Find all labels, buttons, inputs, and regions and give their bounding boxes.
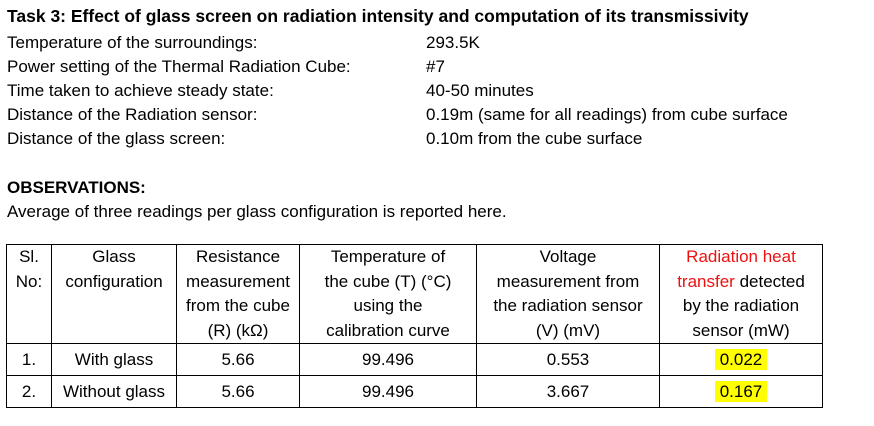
cell-radiation: 0.022 [659, 343, 823, 376]
cell-voltage: 3.667 [476, 375, 660, 408]
header-radiation-heat-transfer: Radiation heat transfer detected by the … [659, 244, 823, 344]
header-sl-no: Sl. No: [6, 244, 52, 344]
table-row: 2. Without glass 5.66 99.496 3.667 0.167 [6, 375, 823, 408]
highlighted-value: 0.022 [714, 348, 768, 370]
cell-glass-configuration: Without glass [51, 375, 177, 408]
info-label: Distance of the Radiation sensor: [7, 105, 258, 124]
header-radiation-red-text: transfer [677, 271, 735, 291]
observations-table: Sl. No: Glass configuration Resistance m… [6, 244, 823, 408]
info-value: #7 [426, 57, 445, 76]
cell-glass-configuration: With glass [51, 343, 177, 376]
observations-heading: OBSERVATIONS: [7, 178, 146, 197]
page-title: Task 3: Effect of glass screen on radiat… [7, 6, 749, 26]
info-label: Distance of the glass screen: [7, 129, 226, 148]
header-temperature: Temperature of the cube (T) (°C) using t… [299, 244, 477, 344]
header-voltage: Voltage measurement from the radiation s… [476, 244, 660, 344]
cell-resistance: 5.66 [176, 343, 300, 376]
header-glass-configuration: Glass configuration [51, 244, 177, 344]
cell-sl-no: 1. [6, 343, 52, 376]
cell-sl-no: 2. [6, 375, 52, 408]
info-label: Time taken to achieve steady state: [7, 81, 274, 100]
cell-temperature: 99.496 [299, 375, 477, 408]
info-label: Power setting of the Thermal Radiation C… [7, 57, 351, 76]
highlighted-value: 0.167 [714, 380, 768, 402]
table-row: 1. With glass 5.66 99.496 0.553 0.022 [6, 343, 823, 376]
cell-voltage: 0.553 [476, 343, 660, 376]
cell-radiation: 0.167 [659, 375, 823, 408]
cell-temperature: 99.496 [299, 343, 477, 376]
table-header-row: Sl. No: Glass configuration Resistance m… [6, 244, 823, 344]
info-value: 0.19m (same for all readings) from cube … [426, 105, 788, 124]
header-radiation-red-text: Radiation heat [686, 247, 796, 266]
info-value: 40-50 minutes [426, 81, 534, 100]
info-value: 293.5K [426, 33, 480, 52]
info-label: Temperature of the surroundings: [7, 33, 258, 52]
observations-note: Average of three readings per glass conf… [7, 202, 507, 221]
info-value: 0.10m from the cube surface [426, 129, 643, 148]
header-resistance: Resistance measurement from the cube (R)… [176, 244, 300, 344]
cell-resistance: 5.66 [176, 375, 300, 408]
